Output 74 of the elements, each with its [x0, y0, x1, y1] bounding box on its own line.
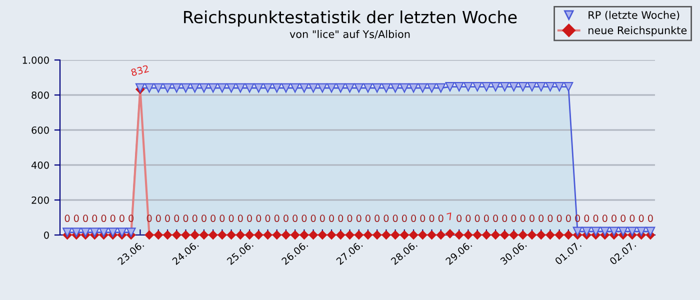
- data-label: 0: [320, 214, 325, 222]
- data-label: 0: [630, 214, 635, 222]
- y-tick-label: 800: [32, 91, 49, 99]
- data-label: 0: [366, 214, 370, 222]
- data-label: 0: [165, 214, 170, 222]
- data-label: 0: [101, 214, 106, 222]
- data-label: 0: [556, 214, 562, 222]
- data-label: 0: [538, 214, 544, 222]
- data-label: 0: [374, 214, 380, 222]
- data-label: 0: [602, 214, 608, 222]
- data-label: 0: [638, 214, 644, 222]
- chart-subtitle: von "lice" auf Ys/Albion: [290, 30, 410, 39]
- data-label: 832: [130, 64, 149, 76]
- data-label: 0: [511, 214, 516, 222]
- y-tick-label: 1.000: [22, 56, 49, 64]
- data-label: 0: [648, 214, 653, 222]
- data-label: 0: [612, 214, 616, 222]
- data-label: 0: [411, 214, 416, 222]
- data-label: 0: [338, 214, 344, 222]
- data-label: 0: [520, 214, 526, 222]
- data-label: 0: [238, 214, 243, 222]
- data-label: 0: [493, 214, 498, 222]
- data-label: 0: [183, 214, 188, 222]
- data-label: 0: [83, 214, 88, 222]
- data-label: 0: [474, 214, 480, 222]
- chart-title: Reichspunktestatistik der letzten Woche: [184, 10, 517, 27]
- data-label: 0: [584, 214, 590, 222]
- data-label: 0: [128, 214, 134, 222]
- data-label: 0: [220, 214, 225, 222]
- data-label: 0: [256, 214, 262, 222]
- data-label: 0: [310, 214, 316, 222]
- data-label: 0: [64, 214, 70, 222]
- data-label: 0: [438, 214, 444, 222]
- data-label: 0: [456, 214, 462, 222]
- data-label: 0: [274, 214, 280, 222]
- data-label: 0: [530, 214, 534, 222]
- data-label: 0: [466, 214, 471, 222]
- data-label: 0: [548, 214, 553, 222]
- data-label: 0: [202, 214, 206, 222]
- data-label: 0: [347, 214, 352, 222]
- data-label: 0: [420, 214, 426, 222]
- y-tick-label: 600: [32, 126, 49, 134]
- data-label: 0: [329, 214, 334, 222]
- y-tick-label: 200: [32, 196, 49, 204]
- data-label: 0: [210, 214, 216, 222]
- data-label: 0: [228, 214, 234, 222]
- data-label: 0: [74, 214, 79, 222]
- data-label: 0: [384, 214, 389, 222]
- data-label: 0: [146, 214, 152, 222]
- data-label: 0: [174, 214, 180, 222]
- data-label: 0: [429, 214, 434, 222]
- legend-label: neue Reichspunkte: [588, 26, 687, 36]
- data-label: 0: [402, 214, 407, 222]
- data-label: 0: [566, 214, 571, 222]
- data-label: 0: [302, 214, 307, 222]
- data-label: 0: [120, 214, 124, 222]
- data-label: 0: [110, 214, 116, 222]
- data-label: 0: [593, 214, 598, 222]
- data-label: 0: [192, 214, 198, 222]
- y-tick-label: 0: [44, 231, 49, 239]
- data-label: 0: [502, 214, 508, 222]
- data-label: 0: [265, 214, 270, 222]
- data-label: 0: [292, 214, 298, 222]
- data-label: 0: [356, 214, 362, 222]
- data-label: 0: [484, 214, 489, 222]
- legend-label: RP (letzte Woche): [588, 10, 680, 20]
- y-tick-label: 400: [32, 161, 49, 169]
- data-label: 7: [446, 212, 453, 221]
- data-label: 0: [392, 214, 398, 222]
- data-label: 0: [92, 214, 98, 222]
- data-label: 0: [620, 214, 626, 222]
- data-label: 0: [156, 214, 161, 222]
- data-label: 0: [284, 214, 288, 222]
- data-label: 0: [247, 214, 252, 222]
